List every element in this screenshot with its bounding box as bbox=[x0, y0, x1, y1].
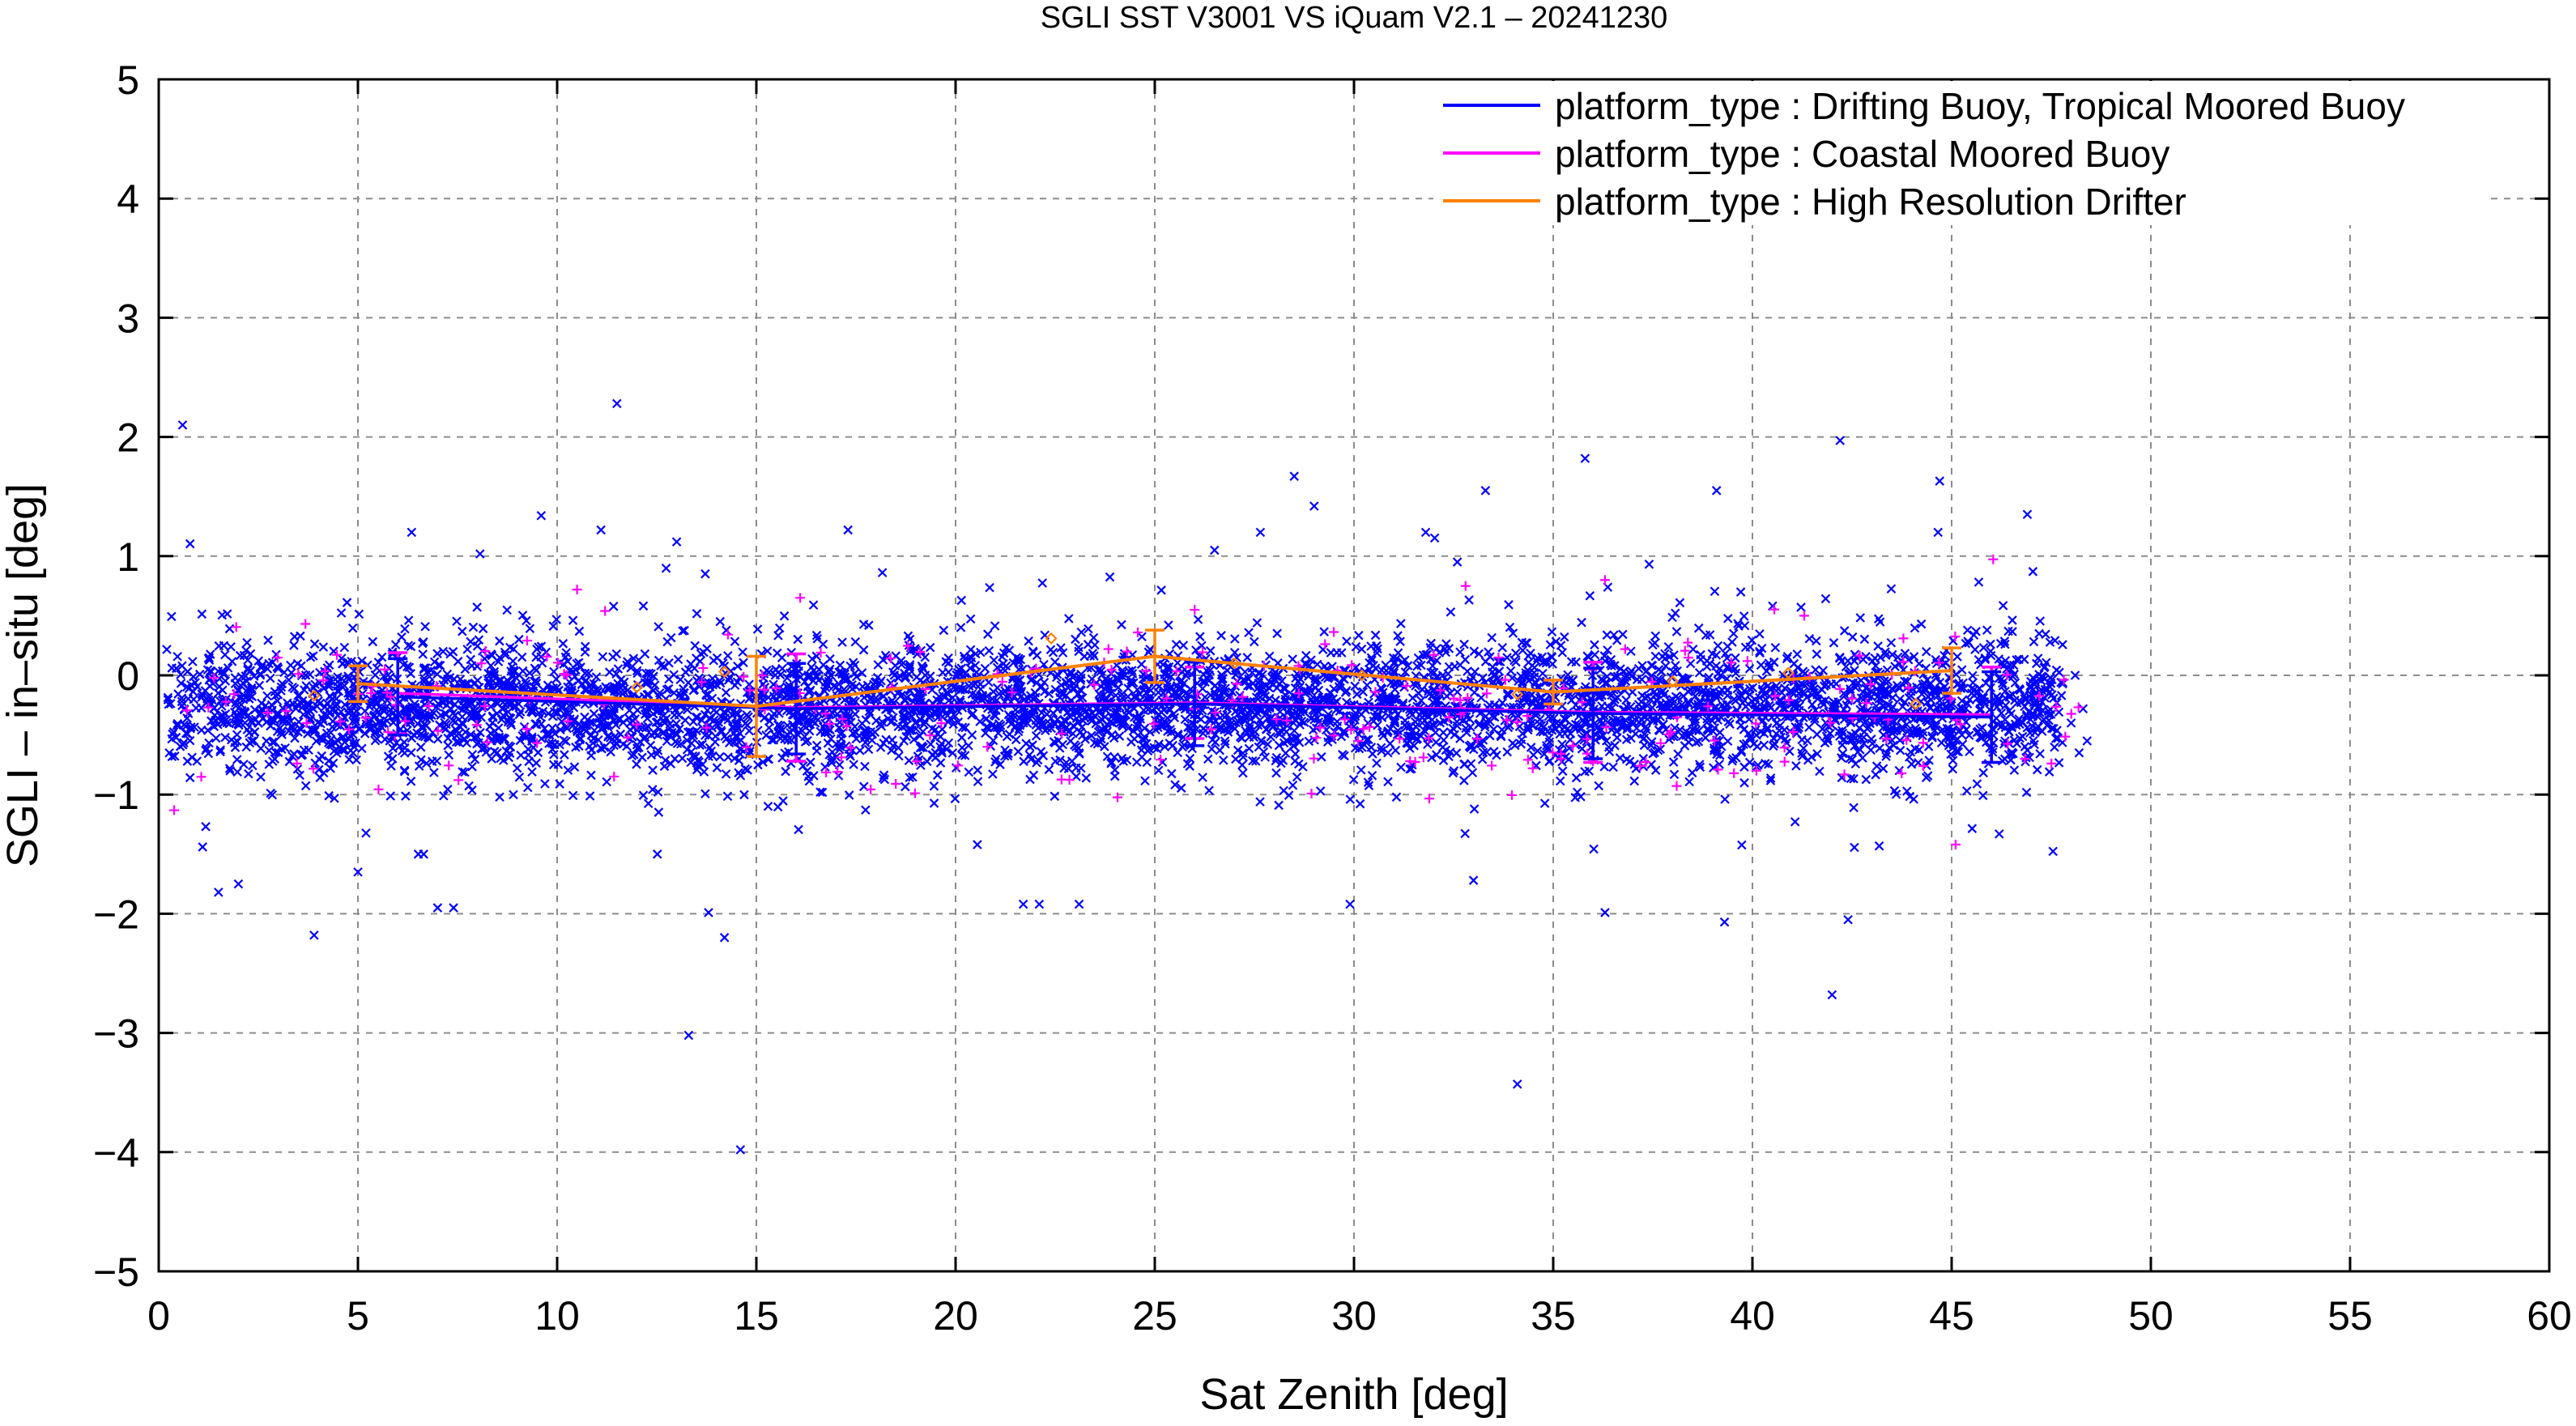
chart-root: 051015202530354045505560 −5−4−3−2−101234… bbox=[0, 0, 2576, 1422]
chart-svg: 051015202530354045505560 −5−4−3−2−101234… bbox=[0, 0, 2576, 1422]
